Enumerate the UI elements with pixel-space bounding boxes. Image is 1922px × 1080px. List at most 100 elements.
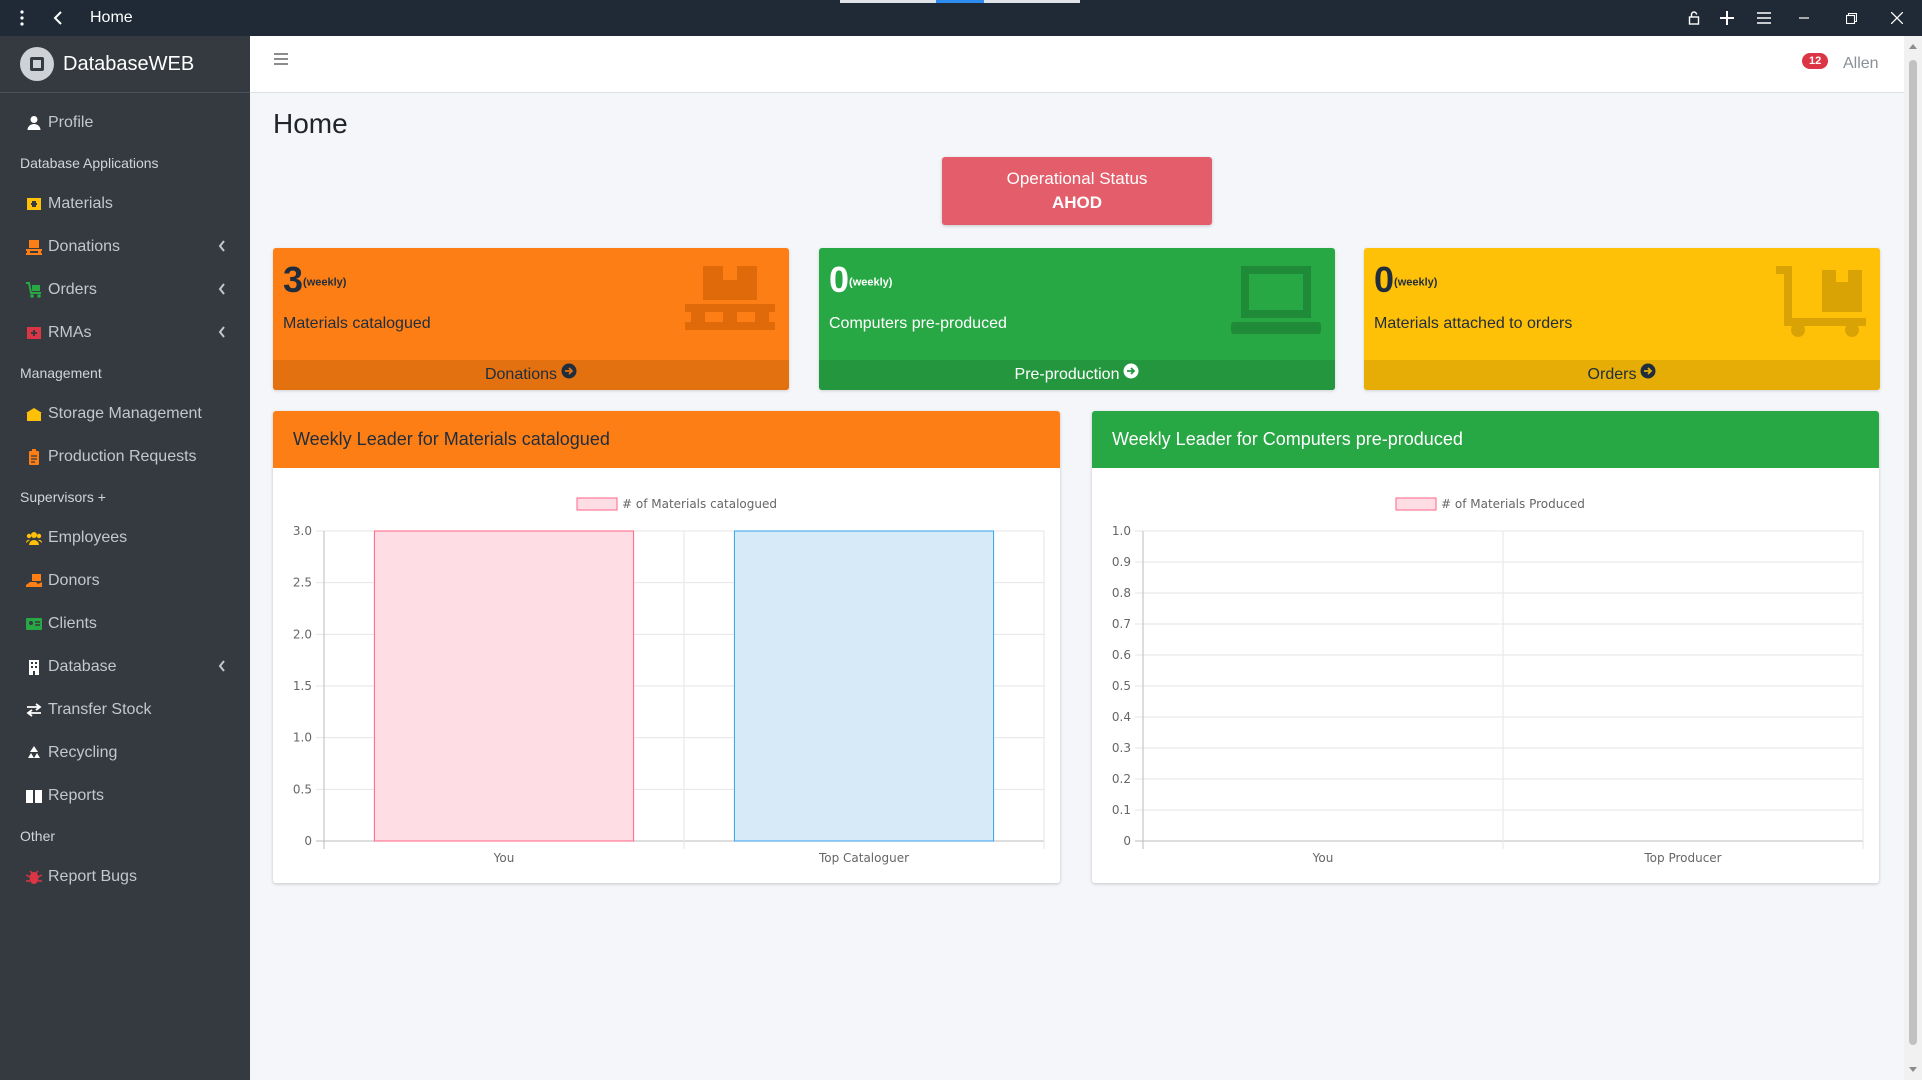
y-tick-label: 0.5: [1112, 679, 1131, 693]
sidebar-item-label: Storage Management: [48, 404, 202, 422]
stat-value: 3(weekly): [283, 259, 347, 300]
sidebar-item-recycling[interactable]: Recycling: [0, 731, 250, 774]
menu-icon[interactable]: [1752, 0, 1776, 36]
dolly-icon: [1776, 266, 1866, 343]
sidebar-item-label: Recycling: [48, 743, 118, 761]
arrow-circle-right-icon: [561, 360, 577, 390]
y-tick-label: 1.0: [1112, 524, 1131, 538]
donations-link[interactable]: Donations: [273, 360, 789, 390]
sidebar-item-production-requests[interactable]: Production Requests: [0, 435, 250, 478]
sidebar-item-label: Database: [48, 657, 117, 675]
y-tick-label: 2.0: [293, 627, 312, 641]
y-tick-label: 0.9: [1112, 555, 1131, 569]
stat-label: Materials attached to orders: [1374, 315, 1573, 333]
pre-production-link[interactable]: Pre-production: [819, 360, 1335, 390]
sidebar-item-reports[interactable]: Reports: [0, 774, 250, 817]
sidebar-item-label: Report Bugs: [48, 867, 137, 885]
computers-leader-chart: # of Materials Produced 0 0.1 0.2 0.3 0.4 0.5 0…: [1112, 497, 1864, 865]
x-tick-label: Top Cataloguer: [818, 851, 909, 865]
close-icon[interactable]: [1885, 0, 1909, 36]
tab-scrubber: [840, 0, 1080, 3]
stat-value: 0(weekly): [829, 259, 893, 300]
x-tick-label: Top Producer: [1643, 851, 1721, 865]
sidebar-toggle-icon[interactable]: [274, 52, 288, 70]
sidebar-item-orders[interactable]: Orders: [0, 268, 250, 311]
hand-holding-icon: [24, 572, 44, 590]
sidebar-item-label: Transfer Stock: [48, 700, 152, 718]
sidebar-item-rmas[interactable]: RMAs: [0, 311, 250, 354]
user-icon: [24, 114, 44, 132]
sidebar-item-transfer-stock[interactable]: Transfer Stock: [0, 688, 250, 731]
arrow-circle-right-icon: [1123, 360, 1139, 390]
y-tick-label: 1.5: [293, 679, 312, 693]
sidebar-nav: Profile Database Applications Materials Don…: [0, 93, 250, 898]
card-title: Weekly Leader for Materials catalogued: [273, 411, 1060, 468]
materials-icon: [24, 195, 44, 213]
chevron-left-icon: [218, 325, 226, 343]
user-menu[interactable]: Allen: [1843, 55, 1879, 72]
sidebar-item-storage-management[interactable]: Storage Management: [0, 392, 250, 435]
y-tick-label: 0: [1123, 834, 1131, 848]
pallet-icon: [685, 266, 775, 343]
users-icon: [24, 529, 44, 547]
y-tick-label: 0.1: [1112, 803, 1131, 817]
cart-icon: [24, 281, 44, 299]
nav-header: Supervisors +: [20, 489, 106, 505]
id-card-icon: [24, 615, 44, 633]
more-vertical-icon[interactable]: [10, 0, 34, 36]
brand[interactable]: DatabaseWEB: [0, 36, 250, 93]
y-tick-label: 1.0: [293, 731, 312, 745]
computers-leader-card: Weekly Leader for Computers pre-produced…: [1092, 411, 1879, 883]
chevron-left-icon: [218, 282, 226, 300]
sidebar-item-clients[interactable]: Clients: [0, 602, 250, 645]
sidebar-item-materials[interactable]: Materials: [0, 182, 250, 225]
plus-icon[interactable]: [1715, 0, 1739, 36]
stat-box-materials: 3(weekly) Materials catalogued Donations: [273, 248, 789, 390]
legend-swatch: [1395, 497, 1437, 511]
minimize-icon[interactable]: [1792, 0, 1816, 36]
status-value: AHOD: [1051, 193, 1103, 212]
recycle-icon: [24, 744, 44, 762]
nav-header: Management: [20, 365, 102, 381]
clipboard-icon: [24, 448, 44, 466]
sidebar-item-database[interactable]: Database: [0, 645, 250, 688]
book-icon: [24, 787, 44, 805]
stat-label: Computers pre-produced: [829, 315, 1007, 333]
sidebar-item-donors[interactable]: Donors: [0, 559, 250, 602]
y-tick-label: 0.7: [1112, 617, 1131, 631]
page-scrollbar[interactable]: [1904, 36, 1922, 1080]
orders-link[interactable]: Orders: [1364, 360, 1880, 390]
operational-status-box: Operational Status AHOD: [942, 157, 1212, 225]
status-label: Operational Status: [1006, 169, 1148, 188]
pallet-icon: [24, 238, 44, 256]
materials-leader-chart: # of Materials catalogued 0 0.5 1.0 1.5 2.0 2.…: [293, 497, 1045, 865]
sidebar-item-label: Profile: [48, 113, 94, 131]
sidebar-item-label: Materials: [48, 194, 113, 212]
chart-bar: [373, 530, 635, 842]
sidebar-item-employees[interactable]: Employees: [0, 516, 250, 559]
sidebar-item-label: Orders: [48, 280, 97, 298]
y-tick-label: 0: [304, 834, 312, 848]
y-tick-label: 0.5: [293, 782, 312, 796]
sidebar-item-profile[interactable]: Profile: [0, 101, 250, 144]
lock-icon[interactable]: [1682, 0, 1706, 36]
stat-value: 0(weekly): [1374, 259, 1438, 300]
card-title: Weekly Leader for Computers pre-produced: [1092, 411, 1879, 468]
arrow-circle-right-icon: [1640, 360, 1656, 390]
sidebar-item-label: Clients: [48, 614, 97, 632]
scroll-down-icon[interactable]: [1909, 1067, 1917, 1072]
warehouse-icon: [24, 405, 44, 423]
back-arrow-icon[interactable]: [46, 0, 70, 36]
y-tick-label: 3.0: [293, 524, 312, 538]
top-navbar: 12 Allen: [250, 36, 1904, 93]
sidebar-item-donations[interactable]: Donations: [0, 225, 250, 268]
sidebar-item-label: Donors: [48, 571, 100, 589]
notification-badge[interactable]: 12: [1802, 53, 1829, 69]
sidebar-item-report-bugs[interactable]: Report Bugs: [0, 855, 250, 898]
restore-icon[interactable]: [1839, 0, 1863, 36]
return-icon: [24, 324, 44, 342]
scroll-up-icon[interactable]: [1909, 44, 1917, 49]
brand-text: DatabaseWEB: [63, 52, 195, 75]
legend-label: # of Materials Produced: [1441, 497, 1585, 511]
scroll-thumb[interactable]: [1909, 60, 1917, 1045]
